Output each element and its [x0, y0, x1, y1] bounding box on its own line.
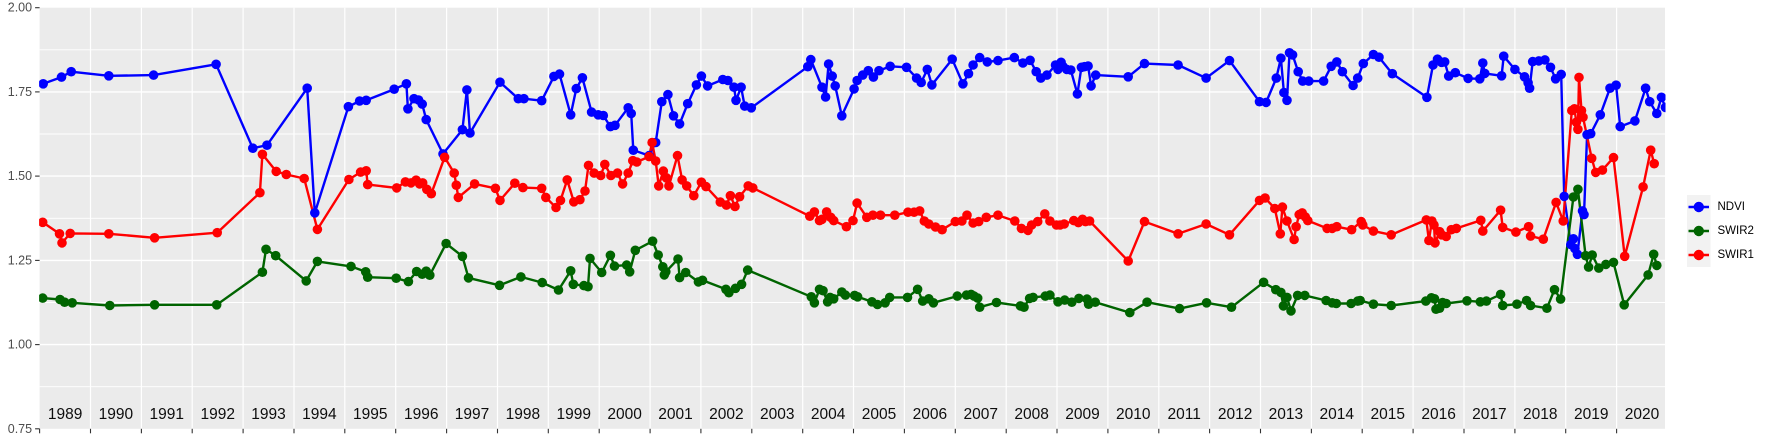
svg-text:1997: 1997 [455, 406, 489, 423]
svg-text:1990: 1990 [99, 406, 134, 423]
svg-text:2016: 2016 [1421, 406, 1455, 423]
svg-text:2014: 2014 [1320, 406, 1355, 423]
svg-text:1.25: 1.25 [8, 253, 32, 267]
svg-text:1998: 1998 [506, 406, 540, 423]
svg-text:2005: 2005 [862, 406, 896, 423]
svg-text:2017: 2017 [1472, 406, 1506, 423]
svg-text:2008: 2008 [1014, 406, 1048, 423]
svg-text:1.50: 1.50 [8, 169, 32, 183]
svg-text:SWIR1: SWIR1 [1718, 249, 1754, 261]
svg-text:2015: 2015 [1370, 406, 1404, 423]
svg-text:0.75: 0.75 [8, 422, 32, 436]
svg-text:2009: 2009 [1065, 406, 1099, 423]
svg-text:1999: 1999 [557, 406, 591, 423]
svg-text:2019: 2019 [1574, 406, 1608, 423]
svg-text:1992: 1992 [200, 406, 234, 423]
svg-text:1993: 1993 [251, 406, 285, 423]
svg-text:1989: 1989 [48, 406, 82, 423]
svg-text:1991: 1991 [150, 406, 184, 423]
svg-text:2010: 2010 [1116, 406, 1151, 423]
svg-text:2002: 2002 [709, 406, 743, 423]
svg-text:2013: 2013 [1269, 406, 1303, 423]
svg-text:2004: 2004 [811, 406, 846, 423]
svg-text:1.00: 1.00 [8, 338, 32, 352]
svg-text:2.00: 2.00 [8, 1, 32, 15]
svg-text:2007: 2007 [963, 406, 997, 423]
svg-text:NDVI: NDVI [1718, 201, 1745, 213]
svg-text:2011: 2011 [1168, 406, 1201, 423]
svg-text:1996: 1996 [404, 406, 438, 423]
svg-text:1995: 1995 [353, 406, 387, 423]
svg-text:1.75: 1.75 [8, 85, 32, 99]
svg-text:2020: 2020 [1625, 406, 1660, 423]
svg-text:2018: 2018 [1523, 406, 1557, 423]
svg-text:2001: 2001 [658, 406, 692, 423]
svg-text:1994: 1994 [302, 406, 337, 423]
svg-text:2000: 2000 [607, 406, 642, 423]
svg-text:2003: 2003 [760, 406, 794, 423]
svg-text:2006: 2006 [913, 406, 947, 423]
svg-text:SWIR2: SWIR2 [1718, 225, 1754, 237]
svg-text:2012: 2012 [1218, 406, 1252, 423]
